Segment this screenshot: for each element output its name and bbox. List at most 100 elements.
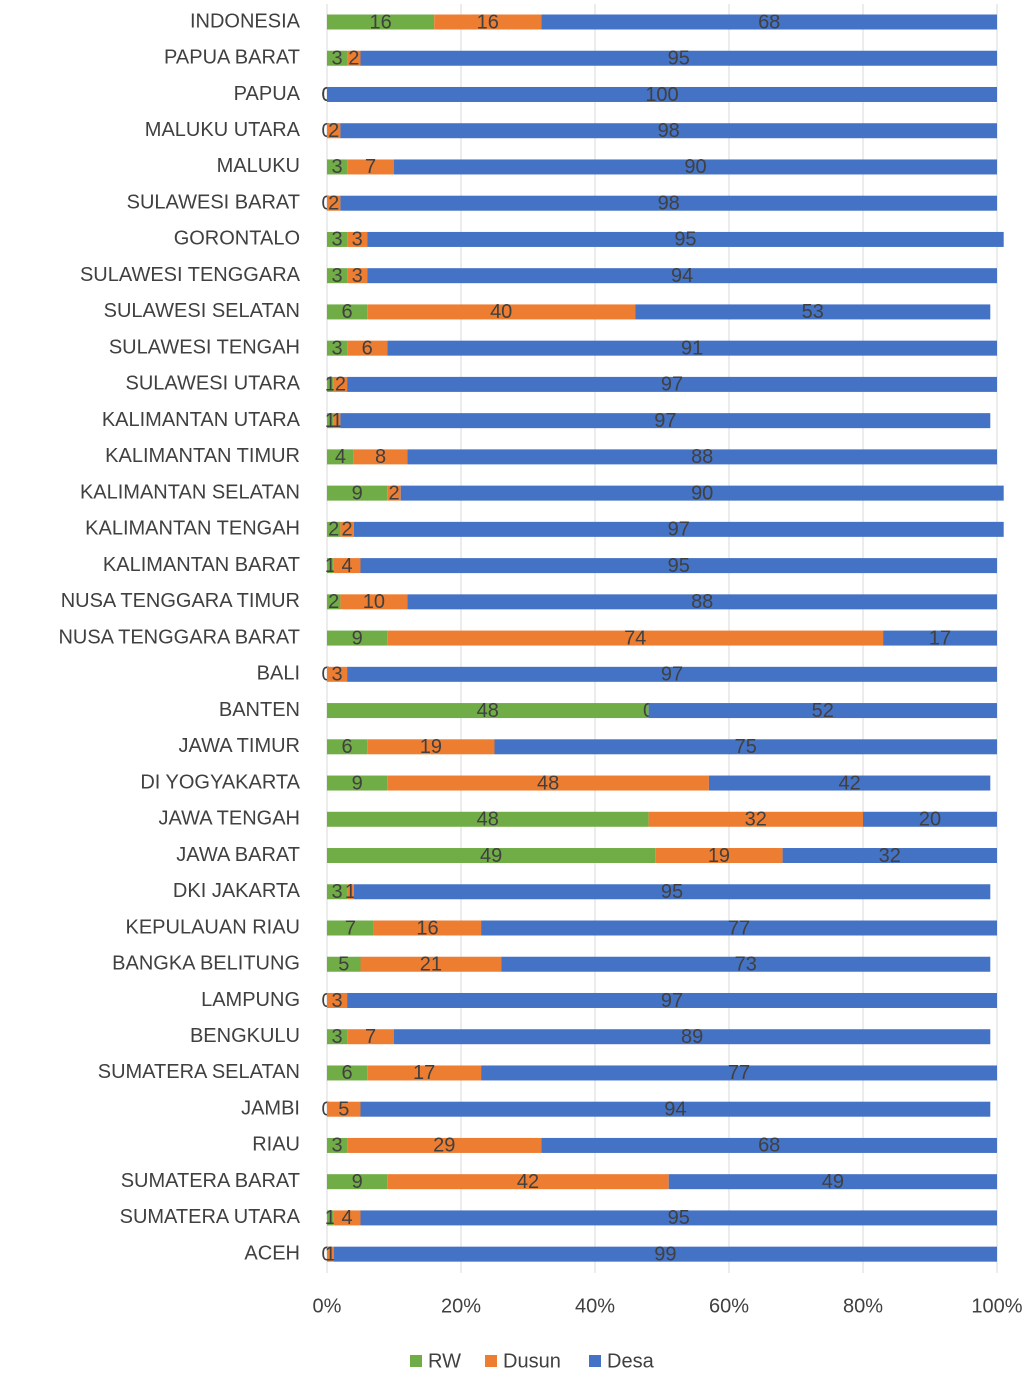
data-label: 1 — [331, 410, 342, 432]
data-label: 19 — [708, 845, 730, 867]
data-label: 91 — [681, 337, 703, 359]
data-label: 9 — [352, 482, 363, 504]
data-label: 3 — [331, 990, 342, 1012]
y-tick-label: KALIMANTAN TENGAH — [85, 518, 300, 540]
bar-segment — [347, 1137, 542, 1153]
y-tick-label: BANTEN — [219, 699, 300, 721]
y-tick-label: KALIMANTAN BARAT — [103, 554, 300, 576]
x-tick-label: 40% — [575, 1295, 615, 1317]
data-label: 19 — [420, 736, 442, 758]
data-label: 95 — [661, 881, 683, 903]
bar-segment — [541, 14, 997, 30]
data-label: 2 — [328, 591, 339, 613]
y-tick-label: JAWA BARAT — [176, 844, 300, 866]
data-label: 95 — [668, 555, 690, 577]
bar-segment — [668, 1174, 997, 1190]
data-label: 29 — [433, 1135, 455, 1157]
data-label: 32 — [879, 845, 901, 867]
data-label: 48 — [477, 700, 499, 722]
x-tick-label: 100% — [971, 1295, 1022, 1317]
y-tick-label: GORONTALO — [174, 228, 300, 250]
bar-segment — [367, 739, 495, 755]
bar-segment — [327, 50, 348, 66]
data-label: 8 — [375, 446, 386, 468]
data-label: 3 — [331, 881, 342, 903]
bar-segment — [648, 811, 863, 827]
data-label: 9 — [352, 772, 363, 794]
y-tick-label: SULAWESI TENGGARA — [80, 264, 301, 286]
data-label: 77 — [728, 917, 750, 939]
bar-segment — [883, 630, 997, 646]
data-label: 6 — [342, 736, 353, 758]
bar-segment — [347, 268, 368, 284]
bar-segment — [327, 1065, 368, 1081]
bar-segment — [333, 558, 361, 574]
bar-segment — [347, 50, 361, 66]
bar-segment — [782, 848, 997, 864]
bar-segment — [327, 992, 348, 1008]
bar-segment — [373, 920, 482, 936]
bar-segment — [327, 1210, 334, 1226]
bar-segment — [327, 449, 354, 465]
data-label: 16 — [416, 917, 438, 939]
bar-segment — [407, 594, 997, 610]
bar-segment — [333, 1210, 361, 1226]
bar-segment — [333, 413, 341, 429]
bar-segment — [347, 159, 394, 175]
bar-segment — [327, 14, 435, 30]
bar-segment — [387, 775, 709, 791]
bar-segment — [327, 86, 997, 102]
data-label: 40 — [490, 301, 512, 323]
bar-segment — [347, 666, 998, 682]
data-label: 3 — [331, 156, 342, 178]
data-label: 97 — [668, 519, 690, 541]
data-label: 99 — [654, 1243, 676, 1265]
bar-segment — [327, 775, 388, 791]
y-tick-label: DI YOGYAKARTA — [140, 771, 300, 793]
data-label: 97 — [661, 990, 683, 1012]
data-label: 42 — [838, 772, 860, 794]
bar-segment — [327, 195, 341, 211]
data-label: 9 — [352, 1171, 363, 1193]
bar-segment — [347, 884, 354, 900]
bar-segment — [327, 1174, 388, 1190]
bar-segment — [394, 159, 997, 175]
bar-segment — [367, 268, 997, 284]
data-label: 7 — [365, 1026, 376, 1048]
bar-segment — [708, 775, 991, 791]
bar-segment — [327, 268, 348, 284]
legend-label: Desa — [607, 1350, 655, 1372]
data-label: 3 — [352, 229, 363, 251]
y-tick-label: PAPUA BARAT — [164, 47, 300, 69]
y-tick-label: SULAWESI BARAT — [127, 191, 300, 213]
data-label: 17 — [929, 627, 951, 649]
y-tick-label: JAMBI — [241, 1097, 300, 1119]
data-label: 74 — [624, 627, 646, 649]
data-label: 49 — [822, 1171, 844, 1193]
data-label: 77 — [728, 1062, 750, 1084]
data-label: 48 — [477, 809, 499, 831]
y-tick-label: LAMPUNG — [201, 989, 300, 1011]
data-label: 100 — [645, 84, 678, 106]
data-label: 16 — [369, 11, 391, 33]
data-label: 10 — [363, 591, 385, 613]
bar-segment — [407, 449, 997, 465]
y-tick-label: MALUKU UTARA — [145, 119, 301, 141]
data-label: 89 — [681, 1026, 703, 1048]
bar-segment — [655, 848, 783, 864]
data-label: 4 — [342, 555, 353, 577]
data-label: 94 — [671, 265, 693, 287]
data-label: 53 — [802, 301, 824, 323]
data-label: 97 — [661, 664, 683, 686]
data-label: 6 — [342, 1062, 353, 1084]
bar-segment — [333, 1246, 997, 1262]
data-label: 2 — [388, 482, 399, 504]
y-tick-label: PAPUA — [234, 83, 301, 105]
bar-segment — [333, 376, 348, 392]
data-label: 7 — [345, 917, 356, 939]
bar-segment — [327, 376, 334, 392]
data-label: 1 — [325, 374, 336, 396]
y-tick-label: SUMATERA SELATAN — [98, 1061, 300, 1083]
y-tick-label: BALI — [257, 663, 300, 685]
